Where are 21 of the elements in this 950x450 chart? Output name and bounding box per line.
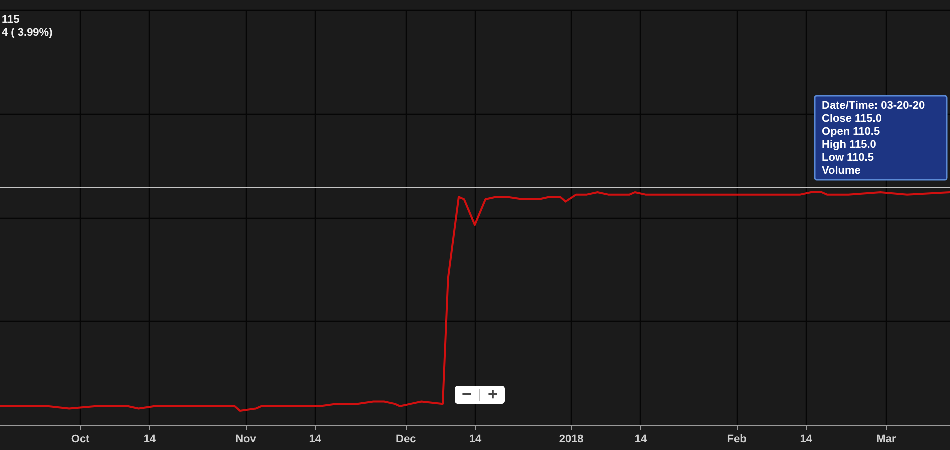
x-tick-label: 14: [469, 434, 482, 446]
text: Open 110.5: [822, 126, 880, 138]
annotation: +: [488, 385, 498, 404]
x-tick-label: 14: [144, 434, 157, 446]
x-tick-label: 14: [634, 434, 648, 446]
text: Low 110.5: [822, 152, 874, 164]
text: High 115.0: [822, 139, 876, 151]
x-tick-label: Nov: [236, 434, 258, 446]
x-tick-label: Mar: [876, 434, 897, 446]
x-tick-label: Feb: [727, 434, 748, 446]
x-tick-label: 14: [309, 434, 322, 446]
text: Volume: [822, 165, 861, 177]
text: Close 115.0: [822, 113, 882, 125]
x-tick-label: 2018: [559, 434, 584, 446]
x-tick-label: Dec: [396, 434, 416, 446]
annotation: −: [462, 385, 472, 404]
text: 4 ( 3.99%): [2, 27, 54, 39]
text: 115: [2, 14, 20, 26]
text: Date/Time: 03-20-20: [822, 100, 926, 112]
x-tick-label: 14: [800, 434, 814, 446]
x-tick-label: Oct: [71, 434, 90, 446]
